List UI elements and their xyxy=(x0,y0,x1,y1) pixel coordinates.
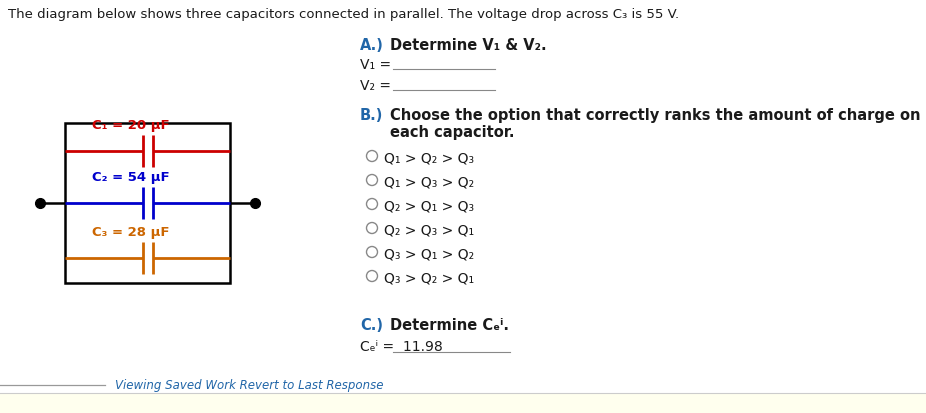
Text: A.): A.) xyxy=(360,38,384,53)
Text: Q₁ > Q₂ > Q₃: Q₁ > Q₂ > Q₃ xyxy=(384,152,474,166)
Text: C₂ = 54 μF: C₂ = 54 μF xyxy=(93,171,170,183)
Text: C₃ = 28 μF: C₃ = 28 μF xyxy=(93,225,170,238)
Text: V₂ =: V₂ = xyxy=(360,79,391,93)
Text: Q₂ > Q₃ > Q₁: Q₂ > Q₃ > Q₁ xyxy=(384,223,474,237)
Text: each capacitor.: each capacitor. xyxy=(390,125,515,140)
Text: Choose the option that correctly ranks the amount of charge on: Choose the option that correctly ranks t… xyxy=(390,108,920,123)
Bar xyxy=(0,393,926,413)
Text: C₁ = 20 μF: C₁ = 20 μF xyxy=(93,119,170,132)
Text: Determine Cₑⁱ.: Determine Cₑⁱ. xyxy=(390,317,509,332)
Text: Q₃ > Q₁ > Q₂: Q₃ > Q₁ > Q₂ xyxy=(384,247,474,261)
Text: Q₁ > Q₃ > Q₂: Q₁ > Q₃ > Q₂ xyxy=(384,176,474,190)
Text: C.): C.) xyxy=(360,317,383,332)
Text: B.): B.) xyxy=(360,108,383,123)
Text: Q₂ > Q₁ > Q₃: Q₂ > Q₁ > Q₃ xyxy=(384,199,474,214)
Text: The diagram below shows three capacitors connected in parallel. The voltage drop: The diagram below shows three capacitors… xyxy=(8,8,679,21)
Text: Determine V₁ & V₂.: Determine V₁ & V₂. xyxy=(390,38,546,53)
Text: Q₃ > Q₂ > Q₁: Q₃ > Q₂ > Q₁ xyxy=(384,271,474,285)
Text: Cₑⁱ =  11.98: Cₑⁱ = 11.98 xyxy=(360,339,443,353)
Text: Viewing Saved Work Revert to Last Response: Viewing Saved Work Revert to Last Respon… xyxy=(115,378,383,391)
Bar xyxy=(65,124,230,283)
Text: V₁ =: V₁ = xyxy=(360,58,391,72)
